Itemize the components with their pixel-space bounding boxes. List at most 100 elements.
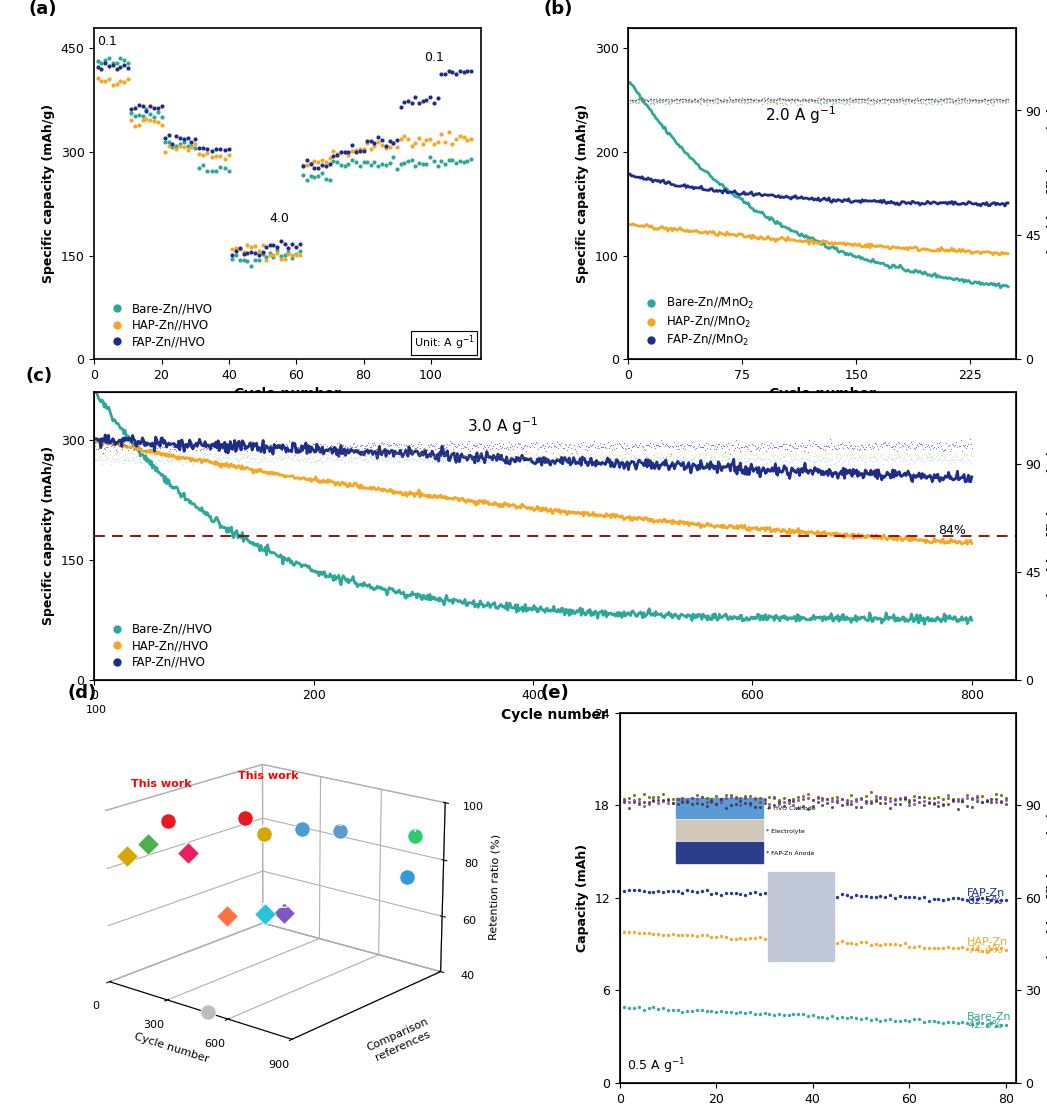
Point [754,434,771,452]
Point [875,434,892,452]
Point [852,798,869,815]
Point [127,99,143,117]
Point [860,435,876,453]
Point [517,436,534,454]
Point [910,93,927,110]
Point [508,444,525,462]
Point [698,926,715,944]
Point [677,91,694,108]
Point [416,446,432,464]
Point [621,445,638,463]
Point [998,90,1015,107]
Point [296,445,313,463]
Point [944,445,961,463]
Point [744,93,761,110]
Point [169,445,185,463]
Point [340,144,357,161]
Point [292,451,309,469]
Point [393,448,409,465]
Point [824,799,841,817]
Point [828,449,845,466]
Point [170,438,186,455]
Point [968,787,985,804]
Point [598,445,615,463]
Point [799,450,816,467]
Point [923,448,940,465]
Point [707,93,723,110]
Point [637,92,653,109]
Point [833,790,850,808]
Point [713,94,730,112]
Point [824,95,841,113]
Point [157,452,174,470]
Point [347,454,363,472]
Point [284,249,300,266]
Point [602,443,619,461]
Point [101,57,117,75]
Point [767,95,784,113]
Point [920,939,937,957]
Point [680,452,696,470]
Point [716,93,733,110]
Point [714,435,731,453]
Point [493,439,510,456]
Point [240,446,257,464]
Point [119,70,136,87]
Point [636,1001,652,1019]
Point [151,438,168,455]
Point [152,452,169,470]
Point [270,438,287,455]
Point [309,452,326,470]
Point [693,95,710,113]
Point [452,443,469,461]
Point [821,92,838,109]
Point [204,445,221,463]
Point [297,444,314,462]
Point [411,439,428,456]
Point [773,446,789,464]
Point [765,91,782,108]
Point [221,434,238,452]
Point [355,442,372,460]
Point [169,448,185,465]
Point [421,438,438,455]
Point [922,91,939,108]
Point [820,450,837,467]
Point [809,1008,826,1025]
Point [408,448,425,465]
Point [344,442,361,460]
Point [861,435,877,453]
Point [957,445,974,463]
Point [984,94,1001,112]
Point [733,91,750,108]
Point [432,125,449,143]
Point [681,451,697,469]
Point [767,446,784,464]
Point [780,791,797,809]
Point [237,445,253,463]
Point [157,129,174,147]
Point [808,436,825,454]
Point [910,91,927,108]
Point [839,92,855,109]
Point [760,93,777,110]
Point [744,435,761,453]
Point [963,798,980,815]
Point [697,93,714,110]
Point [890,444,907,462]
Point [274,451,291,469]
Point [260,450,276,467]
Point [926,93,942,110]
Point [396,94,413,112]
Point [732,1003,749,1021]
Point [168,452,184,470]
Point [659,92,675,109]
Point [264,446,281,464]
Point [823,445,840,463]
Point [609,435,626,453]
Point [548,439,564,456]
Point [878,92,895,109]
Point [380,436,397,454]
Point [886,451,903,469]
Point [689,927,706,945]
